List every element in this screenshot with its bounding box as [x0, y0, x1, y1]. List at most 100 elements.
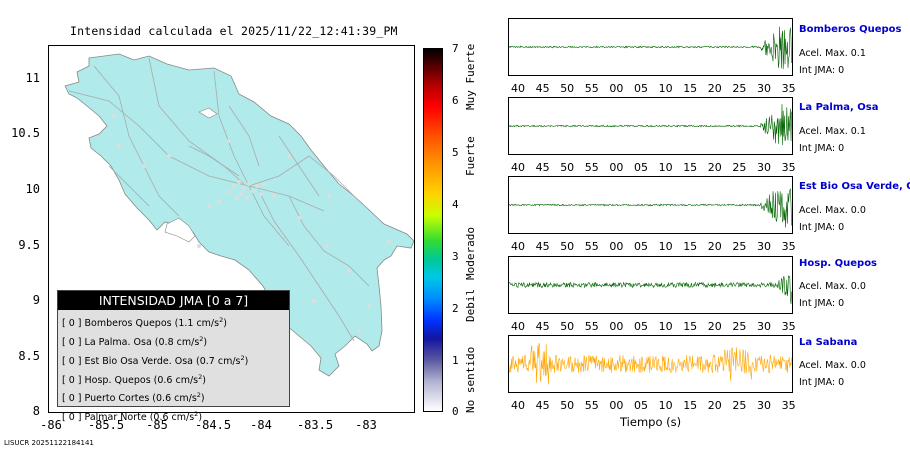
station-jma: Int JMA: 0 — [799, 143, 845, 154]
lon-tick: -83.5 — [296, 418, 334, 432]
time-tick: 35 — [781, 320, 796, 333]
time-tick: 35 — [781, 82, 796, 95]
legend-item: [ 0 ] Bomberos Quepos (1.1 cm/s2) — [62, 316, 227, 330]
lat-tick: 11 — [25, 71, 40, 85]
time-axis: 40 45 50 55 00 05 10 15 20 25 30 35 — [508, 399, 796, 413]
intensity-color-scale — [423, 48, 443, 412]
map-title: Intensidad calculada el 2025/11/22_12:41… — [70, 24, 398, 38]
time-tick: 50 — [560, 240, 575, 253]
land-mass — [64, 53, 414, 377]
lat-tick: 8.5 — [18, 349, 40, 363]
time-tick: 25 — [732, 161, 747, 174]
lat-tick: 9.5 — [18, 238, 40, 252]
time-tick: 25 — [732, 320, 747, 333]
time-tick: 30 — [757, 240, 771, 253]
lon-tick: -84 — [250, 418, 272, 432]
costa-rica-map — [64, 53, 414, 377]
station-name: Hosp. Quepos — [799, 258, 878, 269]
time-tick: 20 — [707, 82, 722, 95]
station-jma: Int JMA: 0 — [799, 65, 845, 76]
time-tick: 40 — [511, 82, 525, 95]
lake-arenal — [198, 107, 218, 119]
time-tick: 10 — [658, 161, 673, 174]
time-tick: 50 — [560, 399, 575, 412]
time-tick: 55 — [584, 320, 599, 333]
time-tick: 55 — [584, 399, 599, 412]
station-name: Bomberos Quepos — [799, 24, 902, 35]
time-tick: 20 — [707, 240, 722, 253]
time-tick: 05 — [634, 240, 648, 253]
scale-tick: 7 — [452, 42, 459, 55]
time-tick: 10 — [658, 399, 673, 412]
time-tick: 05 — [634, 82, 648, 95]
station-markers — [112, 114, 391, 333]
time-tick: 00 — [609, 320, 624, 333]
time-tick: 30 — [757, 161, 771, 174]
legend-title: INTENSIDAD JMA [0 a 7] — [58, 291, 289, 310]
lon-tick: -83 — [355, 418, 377, 432]
time-tick: 10 — [658, 82, 673, 95]
scale-label: Muy Fuerte — [464, 43, 477, 110]
scale-label: No sentido — [464, 346, 477, 413]
time-tick: 15 — [683, 161, 698, 174]
time-tick: 20 — [707, 399, 722, 412]
time-tick: 45 — [535, 320, 550, 333]
footer-id: LISUCR 20251122184141 — [4, 439, 94, 447]
lon-tick: -86 — [40, 418, 62, 432]
time-axis: 40 45 50 55 00 05 10 15 20 25 30 35 — [508, 82, 796, 96]
time-tick: 05 — [634, 320, 648, 333]
time-tick: 45 — [535, 82, 550, 95]
time-tick: 20 — [707, 161, 722, 174]
time-tick: 25 — [732, 240, 747, 253]
legend-item: [ 0 ] Hosp. Quepos (0.6 cm/s2) — [62, 372, 206, 386]
time-axis: 40 45 50 55 00 05 10 15 20 25 30 35 — [508, 320, 796, 334]
seismogram-panel — [508, 18, 793, 76]
time-tick: 50 — [560, 82, 575, 95]
time-tick: 40 — [511, 320, 525, 333]
time-tick: 40 — [511, 399, 525, 412]
nicoya-gulf — [164, 217, 196, 243]
time-tick: 00 — [609, 399, 624, 412]
time-tick: 30 — [757, 320, 771, 333]
road-network — [68, 57, 370, 342]
station-name: La Palma, Osa — [799, 102, 879, 113]
seismogram-panel — [508, 335, 793, 393]
lon-tick: -85.5 — [87, 418, 125, 432]
scale-tick: 2 — [452, 302, 459, 315]
lon-tick: -85 — [146, 418, 168, 432]
time-tick: 05 — [634, 161, 648, 174]
scale-label: Debil — [464, 288, 477, 322]
time-tick: 40 — [511, 161, 525, 174]
time-tick: 15 — [683, 320, 698, 333]
station-name: Est Bio Osa Verde, Osa — [799, 181, 910, 192]
station-jma: Int JMA: 0 — [799, 298, 845, 309]
scale-label: Fuerte — [464, 136, 477, 176]
waveform-trace — [509, 343, 792, 385]
time-tick: 45 — [535, 240, 550, 253]
time-tick: 15 — [683, 82, 698, 95]
waveform-trace — [509, 275, 792, 305]
station-name: La Sabana — [799, 337, 858, 348]
time-tick: 35 — [781, 161, 796, 174]
waveform-line — [509, 103, 792, 146]
time-tick: 15 — [683, 240, 698, 253]
time-tick: 00 — [609, 82, 624, 95]
lat-tick: 9 — [32, 293, 40, 307]
scale-tick: 5 — [452, 146, 459, 159]
time-tick: 35 — [781, 240, 796, 253]
time-axis: 40 45 50 55 00 05 10 15 20 25 30 35 — [508, 240, 796, 254]
legend-item: [ 0 ] La Palma. Osa (0.8 cm/s2) — [62, 334, 208, 349]
scale-tick: 3 — [452, 250, 459, 263]
scale-tick: 4 — [452, 198, 459, 211]
legend-item: [ 0 ] Puerto Cortes (0.6 cm/s2) — [62, 391, 205, 405]
scale-tick: 6 — [452, 94, 459, 107]
waveform-line — [509, 26, 792, 70]
legend-item: [ 0 ] Palmar Norte (0.6 cm/s2) — [62, 410, 203, 424]
seismogram-panel — [508, 176, 793, 234]
lat-tick: 10 — [25, 182, 40, 196]
waveform-line — [509, 275, 792, 305]
time-tick: 25 — [732, 399, 747, 412]
time-axis: 40 45 50 55 00 05 10 15 20 25 30 35 — [508, 161, 796, 175]
time-tick: 25 — [732, 82, 747, 95]
time-tick: 10 — [658, 240, 673, 253]
